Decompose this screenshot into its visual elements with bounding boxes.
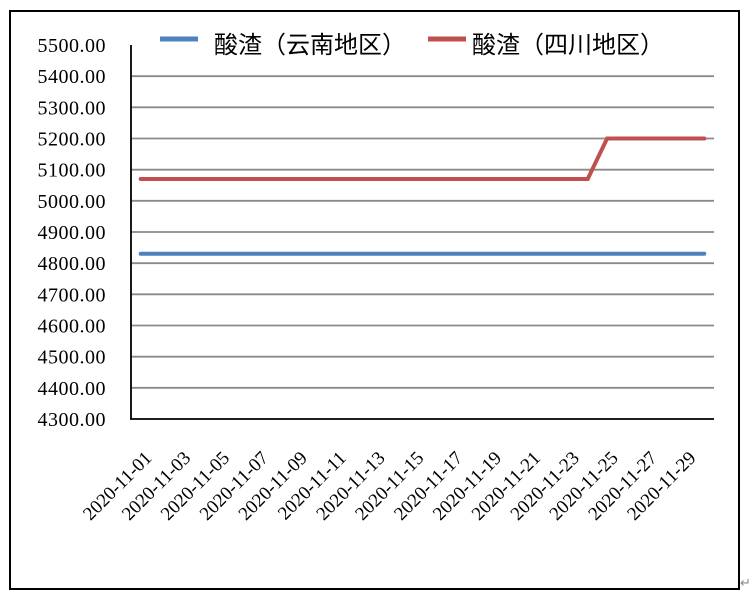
y-axis-tick-label: 4500.00 [38, 347, 107, 369]
legend-label-sichuan: 酸渣（四川地区） [472, 32, 664, 59]
y-axis-tick-label: 5100.00 [38, 160, 107, 182]
y-axis-tick-label: 4300.00 [38, 409, 107, 431]
y-axis-tick-label: 5000.00 [38, 191, 107, 213]
series-line-sichuan [138, 136, 707, 181]
legend-label-yunnan: 酸渣（云南地区） [214, 32, 406, 59]
y-axis-tick-label: 5300.00 [38, 97, 107, 119]
y-axis-tick-label: 4700.00 [38, 284, 107, 306]
y-axis-tick-label: 5500.00 [38, 35, 107, 57]
y-axis-tick-label: 4400.00 [38, 378, 107, 400]
y-axis-tick-label: 4600.00 [38, 316, 107, 338]
y-axis-tick-label: 4800.00 [38, 253, 107, 275]
y-axis-tick-label: 5400.00 [38, 66, 107, 88]
paragraph-mark: ↵ [740, 576, 750, 591]
y-axis-tick-label: 5200.00 [38, 129, 107, 151]
y-axis-tick-label: 4900.00 [38, 222, 107, 244]
chart-border [9, 10, 740, 590]
